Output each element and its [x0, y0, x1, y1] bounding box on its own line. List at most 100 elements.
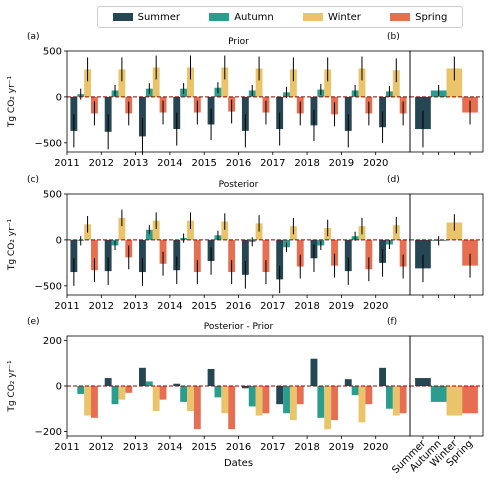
legend-swatch-summer — [112, 13, 133, 21]
bar-summer-2020 — [379, 239, 386, 263]
bar-summer-2014 — [173, 383, 181, 386]
legend-label-spring: Spring — [415, 11, 448, 23]
bar-autumn-2012 — [111, 90, 119, 97]
bar-autumn-2017 — [283, 386, 290, 414]
bar-winter-2019 — [358, 226, 366, 240]
xtick-label-4-2011: 2011 — [54, 442, 79, 453]
bar-summer-2016 — [241, 96, 249, 131]
bar-spring-2020 — [399, 386, 407, 414]
bar-spring-2019 — [365, 239, 373, 270]
bar-autumn-2015 — [214, 235, 222, 240]
bar-winter-2019 — [358, 68, 366, 97]
legend-item-autumn: Autumn — [209, 12, 274, 23]
bar-summer-2020 — [379, 96, 386, 128]
bar-summer-2012 — [104, 378, 112, 386]
bar-summer-2017 — [276, 239, 284, 280]
bar-spring-2019 — [365, 386, 373, 405]
bar-summer-2018 — [310, 96, 318, 126]
bar-spring-2015 — [228, 239, 236, 273]
season-bar-summer-1 — [415, 96, 431, 130]
bar-winter-2011 — [84, 386, 92, 416]
bar-autumn-2018 — [317, 239, 325, 246]
ylabel-4: Tg CO₂ yr⁻¹ — [7, 360, 17, 413]
bar-winter-2013 — [152, 386, 160, 411]
bar-winter-2016 — [255, 386, 263, 416]
bar-spring-2012 — [125, 239, 133, 258]
bar-winter-2018 — [324, 227, 332, 240]
bar-winter-2014 — [187, 220, 194, 240]
bar-autumn-2014 — [180, 386, 188, 402]
bar-spring-2019 — [365, 96, 373, 114]
bar-spring-2020 — [399, 96, 407, 114]
bar-winter-2019 — [358, 386, 366, 423]
bar-autumn-2013 — [145, 88, 153, 97]
bar-autumn-2012 — [111, 386, 119, 405]
legend-item-spring: Spring — [390, 12, 447, 23]
ytick-label-2-0: 0 — [56, 235, 62, 246]
bar-winter-2017 — [289, 69, 297, 97]
xtick-label-0-2014: 2014 — [157, 158, 182, 169]
ytick-label-4-0: 0 — [56, 382, 62, 393]
bar-spring-2016 — [262, 239, 270, 273]
xtick-label-0-2017: 2017 — [260, 158, 285, 169]
bar-summer-2017 — [276, 96, 284, 130]
bar-autumn-2020 — [385, 239, 393, 245]
bar-autumn-2013 — [145, 381, 153, 386]
panel-title-0: Prior — [228, 37, 249, 47]
xtick-label-2-2014: 2014 — [157, 301, 182, 312]
bar-summer-2013 — [139, 96, 146, 137]
xtick-label-4-2012: 2012 — [89, 442, 114, 453]
season-xtick-label-spring: Spring — [445, 438, 476, 469]
bar-spring-2012 — [125, 386, 133, 393]
bar-summer-2014 — [173, 239, 181, 271]
season-bar-autumn-3 — [430, 239, 447, 241]
bar-winter-2015 — [221, 67, 229, 97]
bar-winter-2015 — [221, 386, 229, 414]
xtick-label-2-2020: 2020 — [363, 301, 388, 312]
season-xtick-label-winter: Winter — [428, 438, 460, 470]
bar-autumn-2020 — [385, 386, 393, 409]
season-bar-spring-5 — [462, 386, 478, 414]
xtick-label-2-2011: 2011 — [54, 301, 79, 312]
panel-label-0: (a) — [27, 32, 40, 42]
bar-summer-2016 — [241, 239, 249, 275]
bar-autumn-2011 — [77, 94, 85, 97]
bar-spring-2020 — [399, 239, 407, 267]
bar-autumn-2017 — [283, 239, 290, 248]
xlabel-4: Dates — [224, 458, 253, 469]
bar-spring-2015 — [228, 386, 236, 430]
xtick-label-2-2017: 2017 — [260, 301, 285, 312]
bar-autumn-2011 — [77, 239, 85, 241]
xtick-label-4-2018: 2018 — [294, 442, 319, 453]
season-axes-frame-5 — [409, 335, 484, 437]
season-axes-frame-1 — [409, 50, 484, 153]
bar-spring-2018 — [331, 96, 338, 115]
bar-winter-2011 — [84, 69, 92, 97]
bar-summer-2018 — [310, 358, 318, 386]
xtick-label-2-2013: 2013 — [123, 301, 148, 312]
bar-winter-2014 — [187, 67, 194, 97]
xtick-label-2-2016: 2016 — [226, 301, 251, 312]
bar-autumn-2016 — [248, 90, 256, 97]
bar-winter-2020 — [392, 70, 400, 97]
panel-title-4: Posterior - Prior — [204, 322, 274, 332]
bar-winter-2011 — [84, 224, 92, 240]
xtick-label-0-2016: 2016 — [226, 158, 251, 169]
axes-frame-0 — [66, 50, 411, 153]
bar-spring-2014 — [193, 96, 201, 113]
bar-spring-2016 — [262, 96, 270, 113]
bar-winter-2016 — [255, 223, 263, 240]
bar-autumn-2012 — [111, 239, 119, 246]
bar-autumn-2019 — [351, 236, 359, 240]
bar-summer-2012 — [104, 96, 112, 132]
bar-spring-2011 — [91, 239, 98, 271]
bar-summer-2019 — [344, 379, 352, 386]
bar-winter-2014 — [187, 386, 194, 411]
xtick-label-2-2012: 2012 — [89, 301, 114, 312]
bar-autumn-2014 — [180, 238, 188, 240]
bar-winter-2017 — [289, 386, 297, 421]
bar-summer-2011 — [70, 239, 78, 273]
xtick-label-0-2015: 2015 — [191, 158, 216, 169]
legend-item-winter: Winter — [302, 12, 361, 23]
